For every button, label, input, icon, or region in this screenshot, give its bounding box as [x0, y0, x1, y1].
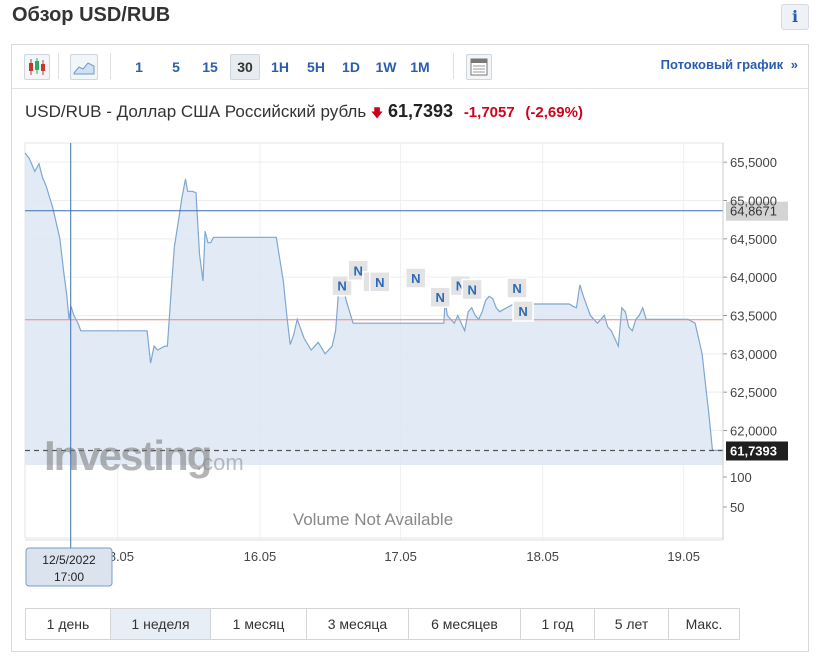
chart-toolbar: 1 5 15 30 1H 5H 1D 1W 1M Потоковый график » — [12, 45, 808, 89]
interval-button-30[interactable]: 30 — [230, 54, 260, 80]
interval-button-5[interactable]: 5 — [172, 59, 180, 75]
interval-button-15[interactable]: 15 — [202, 59, 218, 75]
table-icon[interactable] — [466, 54, 492, 80]
interval-button-1w[interactable]: 1W — [375, 59, 397, 75]
price-change: -1,7057 — [463, 104, 515, 121]
info-button[interactable]: i — [781, 4, 809, 30]
area-chart-icon[interactable] — [70, 54, 98, 80]
range-button[interactable]: 6 месяцев — [409, 609, 521, 639]
range-button[interactable]: Макс. — [685, 616, 723, 632]
instrument-name: USD/RUB - Доллар США Российский рубль — [25, 102, 367, 121]
toolbar-divider — [453, 53, 454, 79]
toolbar-divider — [58, 53, 59, 79]
range-button[interactable]: 1 месяц — [211, 609, 307, 639]
quote-line: USD/RUB - Доллар США Российский рубль 🡇 … — [25, 101, 583, 125]
stream-chart-label: Потоковый график — [660, 57, 784, 72]
candlestick-icon[interactable] — [24, 54, 50, 80]
page-title: Обзор USD/RUB — [12, 4, 171, 26]
chevron-right-icon: » — [790, 57, 798, 72]
time-range-selector: 1 день 1 неделя 1 месяц 3 месяца 6 месяцев 1 … — [25, 608, 740, 640]
interval-button-1[interactable]: 1 — [135, 59, 143, 75]
stream-chart-link[interactable]: Потоковый график » — [661, 57, 798, 72]
interval-button-1m[interactable]: 1M — [410, 59, 430, 75]
last-price: 61,7393 — [388, 101, 454, 121]
toolbar-divider — [110, 53, 111, 79]
interval-button-5h[interactable]: 5H — [307, 59, 325, 75]
price-change-percent: (-2,69%) — [525, 104, 583, 121]
range-button[interactable]: 3 месяца — [307, 609, 409, 639]
range-button[interactable]: 5 лет — [595, 609, 669, 639]
range-button[interactable]: 1 день — [26, 609, 111, 639]
chart-frame — [11, 44, 809, 652]
interval-button-1h[interactable]: 1H — [271, 59, 289, 75]
range-button[interactable]: 1 неделя — [111, 609, 211, 639]
range-button[interactable]: 1 год — [521, 609, 595, 639]
interval-button-1d[interactable]: 1D — [342, 59, 360, 75]
down-arrow-icon: 🡇 — [370, 106, 384, 120]
